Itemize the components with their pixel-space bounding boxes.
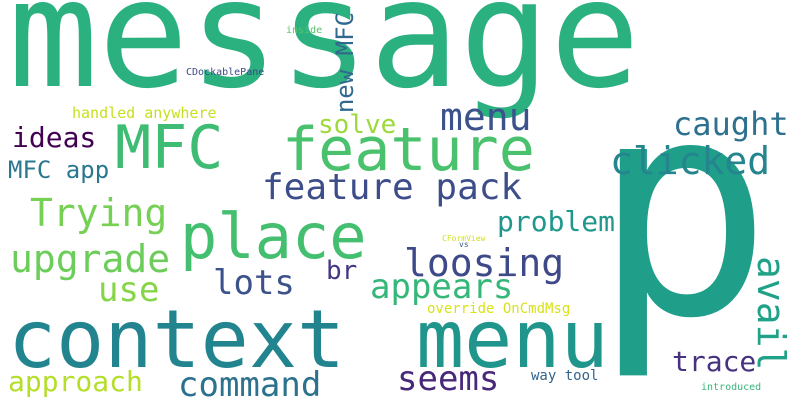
word-handled-anywhere: handled anywhere xyxy=(72,104,217,122)
word-mfc: MFC xyxy=(115,113,224,183)
word-avail: avail xyxy=(749,256,793,371)
word-menu-large: menu xyxy=(416,293,609,386)
word-cformview: CFormView xyxy=(442,234,486,243)
word-mfc-app: MFC app xyxy=(8,156,110,184)
word-context: context xyxy=(8,293,346,386)
word-feature-pack: feature pack xyxy=(262,167,523,208)
word-feature: feature xyxy=(282,115,535,185)
word-lots: lots xyxy=(213,263,295,303)
word-approach: approach xyxy=(8,365,143,398)
word-vs: vs xyxy=(459,240,469,249)
word-seems: seems xyxy=(397,359,500,399)
word-solve: solve xyxy=(318,110,397,140)
word-problem: problem xyxy=(497,205,616,238)
word-loosing: loosing xyxy=(404,241,565,285)
word-menu-small: menu xyxy=(440,95,532,139)
word-br: br xyxy=(326,256,358,286)
word-way-tool: way tool xyxy=(531,368,599,384)
word-message: message xyxy=(8,0,641,122)
word-caught: caught xyxy=(673,105,789,143)
word-upgrade: upgrade xyxy=(10,237,171,281)
word-clicked: clicked xyxy=(610,139,771,183)
word-inside: inside xyxy=(286,25,323,36)
word-place: place xyxy=(180,200,367,273)
word-trace: trace xyxy=(672,345,757,378)
word-override-oncmdmsg: override OnCmdMsg xyxy=(427,301,571,317)
word-introduced: introduced xyxy=(701,382,762,393)
word-command: command xyxy=(178,365,322,400)
word-ideas: ideas xyxy=(12,121,97,154)
word-new-mfc: new MFC xyxy=(331,12,359,114)
word-use: use xyxy=(98,270,160,310)
word-p: p xyxy=(592,35,773,384)
word-appears: appears xyxy=(370,267,514,307)
word-trying: Trying xyxy=(30,191,168,235)
word-cdockablepane: CDockablePane xyxy=(186,67,265,78)
